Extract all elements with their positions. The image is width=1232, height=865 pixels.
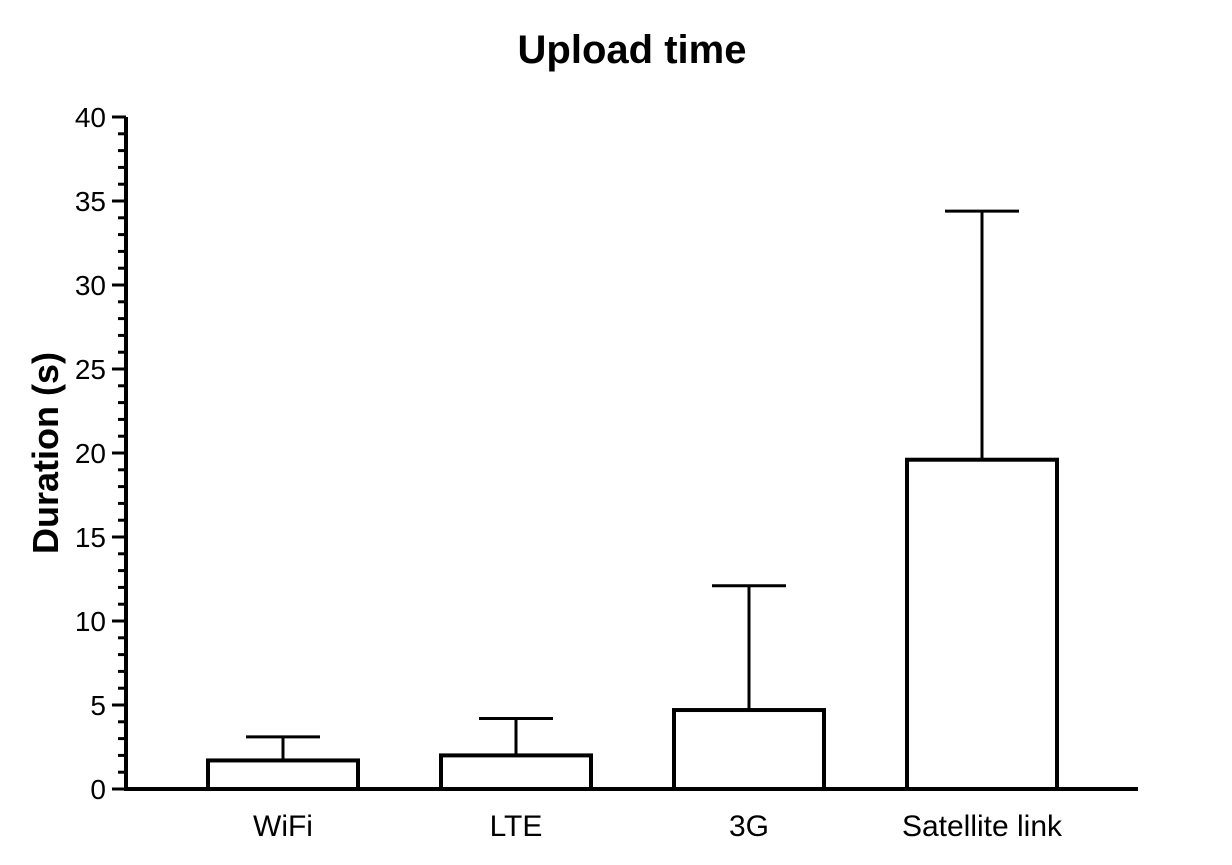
y-tick-label: 20	[75, 438, 106, 469]
y-tick-label: 0	[90, 774, 106, 805]
error-bars	[246, 209, 1019, 761]
y-tick-label: 15	[75, 522, 106, 553]
bar	[439, 753, 593, 792]
y-tick-label: 30	[75, 270, 106, 301]
bars	[206, 457, 1059, 792]
y-tick-label: 25	[75, 354, 106, 385]
x-category-label: WiFi	[253, 810, 313, 843]
y-tick-label: 35	[75, 186, 106, 217]
x-category-label: Satellite link	[902, 810, 1063, 843]
bar	[206, 758, 360, 792]
bar	[672, 708, 826, 791]
x-axis-labels: WiFi LTE 3G Satellite link	[253, 810, 1063, 843]
bar	[905, 457, 1059, 791]
y-tick-label: 40	[75, 102, 106, 133]
chart-title: Upload time	[518, 28, 747, 72]
y-axis-ticks: 0 5 10 15 20 25 30 35 40	[75, 102, 126, 805]
x-category-label: LTE	[490, 810, 543, 843]
y-axis-label: Duration (s)	[25, 352, 66, 554]
y-tick-label: 5	[90, 690, 106, 721]
x-category-label: 3G	[729, 810, 769, 843]
y-tick-label: 10	[75, 606, 106, 637]
